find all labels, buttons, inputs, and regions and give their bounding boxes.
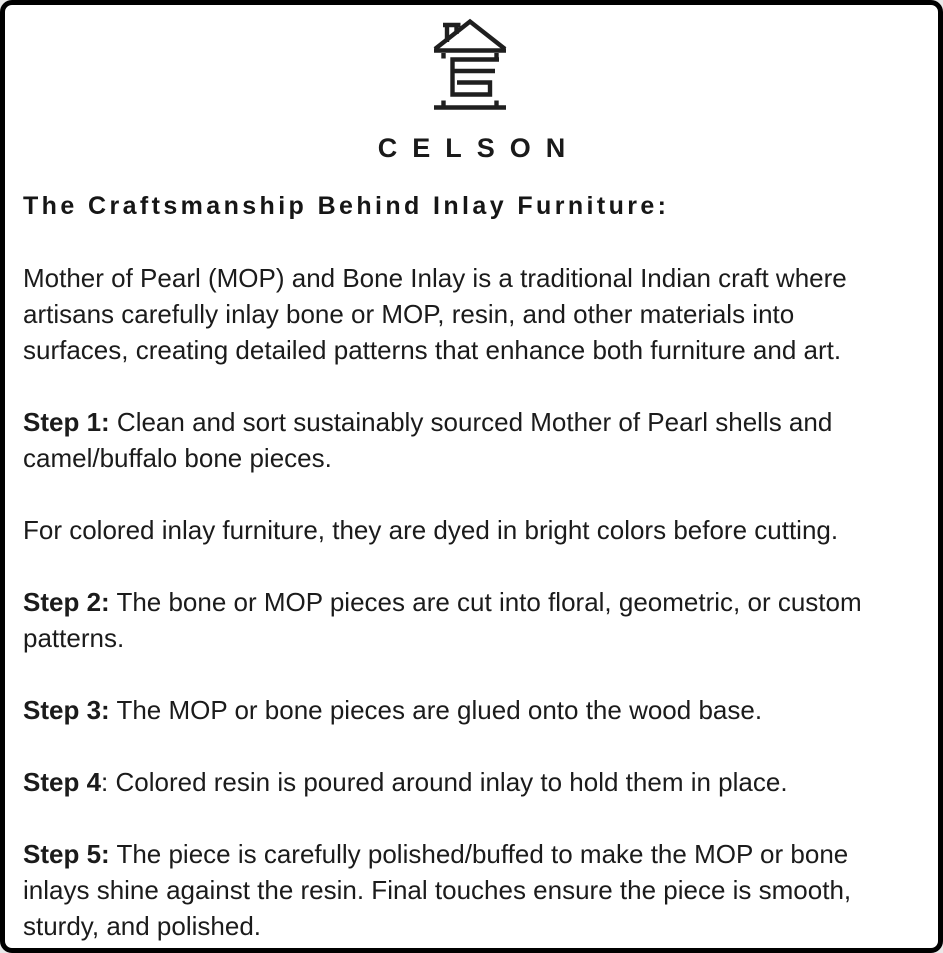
intro-paragraph: Mother of Pearl (MOP) and Bone Inlay is … xyxy=(23,260,893,368)
step-1-text: Clean and sort sustainably sourced Mothe… xyxy=(23,407,833,473)
step-2-text: The bone or MOP pieces are cut into flor… xyxy=(23,587,862,653)
base-line xyxy=(433,100,506,110)
celson-house-logo-icon xyxy=(433,18,506,110)
step-3-text: The MOP or bone pieces are glued onto th… xyxy=(109,695,763,725)
step-1-label: Step 1: xyxy=(23,407,110,437)
roof-icon xyxy=(433,18,506,51)
step-4-paragraph: Step 4: Colored resin is poured around i… xyxy=(23,764,893,800)
logo-block xyxy=(5,5,938,117)
step-3-paragraph: Step 3: The MOP or bone pieces are glued… xyxy=(23,692,893,728)
colored-inlay-note-paragraph: For colored inlay furniture, they are dy… xyxy=(23,512,893,548)
page-title: The Craftsmanship Behind Inlay Furniture… xyxy=(23,192,670,220)
brand-name: CELSON xyxy=(377,133,581,163)
step-4-label: Step 4 xyxy=(23,767,102,797)
s-monogram-outer xyxy=(449,57,499,97)
step-5-label: Step 5: xyxy=(23,839,110,869)
step-2-label: Step 2: xyxy=(23,587,110,617)
document-content: The Craftsmanship Behind Inlay Furniture… xyxy=(5,188,938,944)
step-5-text: The piece is carefully polished/buffed t… xyxy=(23,839,852,941)
step-3-label: Step 3: xyxy=(23,695,110,725)
step-5-paragraph: Step 5: The piece is carefully polished/… xyxy=(23,836,893,944)
step-4-text: : Colored resin is poured around inlay t… xyxy=(101,767,788,797)
step-2-paragraph: Step 2: The bone or MOP pieces are cut i… xyxy=(23,584,893,656)
paragraph-text: For colored inlay furniture, they are dy… xyxy=(23,515,839,545)
step-1-paragraph: Step 1: Clean and sort sustainably sourc… xyxy=(23,404,893,476)
paragraph-text: Mother of Pearl (MOP) and Bone Inlay is … xyxy=(23,263,847,365)
